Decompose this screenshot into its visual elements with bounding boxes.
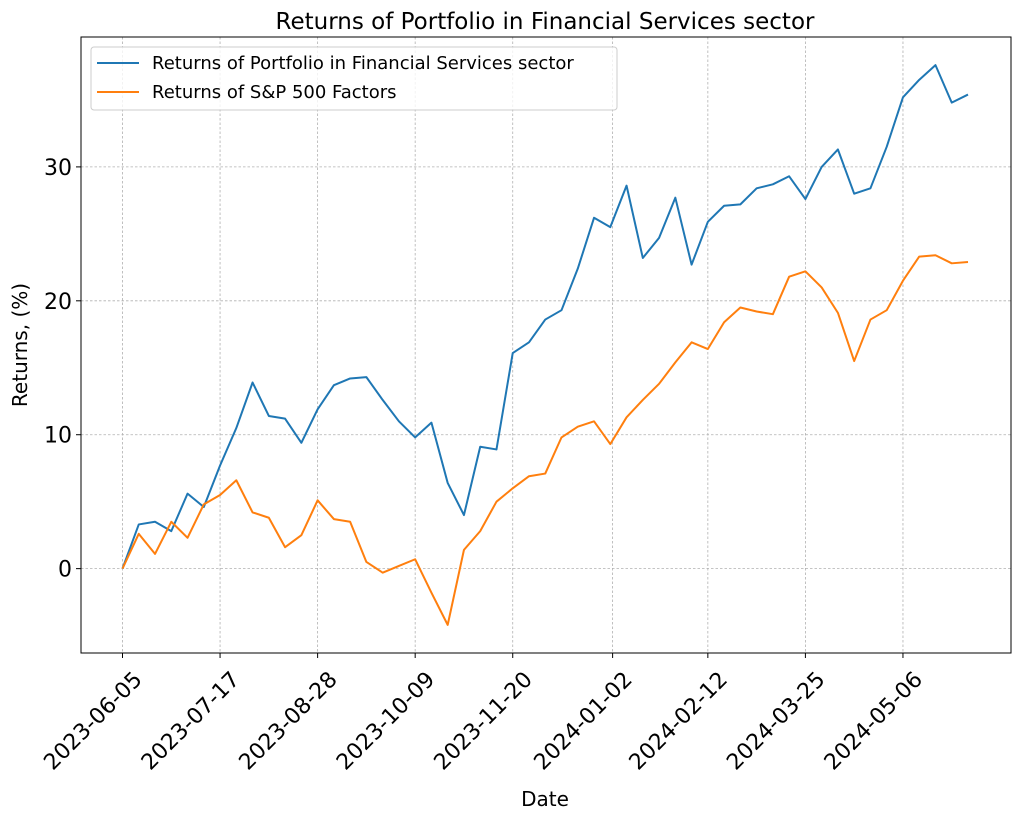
x-tick-label: 2024-02-12 bbox=[625, 667, 733, 775]
legend-label-sp500: Returns of S&P 500 Factors bbox=[152, 82, 397, 103]
y-tick-label: 0 bbox=[58, 558, 72, 583]
x-tick-label: 2024-05-06 bbox=[820, 667, 928, 775]
y-tick-label: 10 bbox=[44, 424, 72, 449]
x-tick-label: 2024-01-02 bbox=[530, 667, 638, 775]
x-tick-label: 2024-03-25 bbox=[722, 667, 830, 775]
legend-box bbox=[90, 46, 618, 111]
grid-layer bbox=[81, 37, 1011, 653]
chart-title: Returns of Portfolio in Financial Servic… bbox=[276, 9, 815, 35]
x-tick-label: 2023-10-09 bbox=[332, 667, 440, 775]
x-tick-label: 2023-11-20 bbox=[430, 667, 538, 775]
tick-layer: 01020302023-06-052023-07-172023-08-28202… bbox=[39, 156, 928, 776]
x-tick-label: 2023-06-05 bbox=[39, 667, 147, 775]
y-tick-label: 20 bbox=[44, 290, 72, 315]
series-layer bbox=[121, 64, 969, 626]
x-tick-label: 2023-07-17 bbox=[137, 667, 245, 775]
legend-label-portfolio: Returns of Portfolio in Financial Servic… bbox=[152, 53, 574, 74]
y-tick-label: 30 bbox=[44, 156, 72, 181]
y-axis-title: Returns, (%) bbox=[8, 283, 32, 407]
x-tick-label: 2023-08-28 bbox=[235, 667, 343, 775]
legend: Returns of Portfolio in Financial Servic… bbox=[90, 46, 618, 111]
plot-frame bbox=[80, 36, 1012, 654]
series-line-0 bbox=[121, 64, 969, 569]
x-axis-title: Date bbox=[521, 787, 569, 811]
series-line-1 bbox=[121, 254, 969, 626]
